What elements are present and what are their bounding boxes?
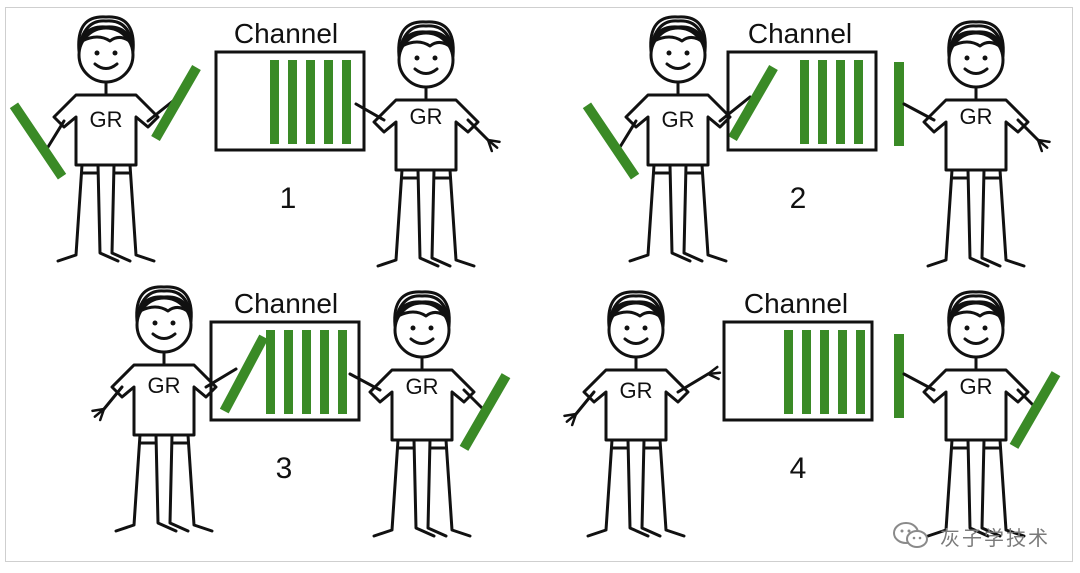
- gr-label: GR: [410, 104, 443, 129]
- gr-label: GR: [620, 378, 653, 403]
- channel-item: [820, 330, 829, 414]
- watermark: 灰子学技术: [892, 519, 1050, 553]
- channel-item: [836, 60, 845, 144]
- channel-item: [302, 330, 311, 414]
- gr-label: GR: [960, 374, 993, 399]
- channel-item: [1009, 371, 1061, 449]
- channel-title: Channel: [748, 18, 852, 49]
- channel-item: [324, 60, 333, 144]
- goroutine-sender-1: GR: [46, 15, 180, 263]
- channel-item: [288, 60, 297, 144]
- channel-item: [459, 373, 511, 451]
- channel-buffer: [726, 50, 878, 152]
- channel-item: [854, 60, 863, 144]
- channel-items: [784, 330, 865, 414]
- gr-label: GR: [148, 373, 181, 398]
- channel-item: [856, 330, 865, 414]
- gr-label: GR: [90, 107, 123, 132]
- channel-item: [802, 330, 811, 414]
- gr-label: GR: [406, 374, 439, 399]
- goroutine-receiver-3: GR: [348, 290, 484, 538]
- gr-label: GR: [662, 107, 695, 132]
- channel-items: [266, 330, 347, 414]
- channel-item: [266, 330, 275, 414]
- goroutine-sender-3: GR: [89, 285, 238, 533]
- channel-item: [306, 60, 315, 144]
- goroutine-receiver-4: GR: [902, 290, 1038, 538]
- channel-item: [894, 62, 904, 146]
- channel-items: [800, 60, 863, 144]
- panel-2: GR Channel 2 GR: [582, 15, 1053, 268]
- channel-buffer: [722, 320, 874, 422]
- goroutine-sender-4: GR: [561, 290, 722, 538]
- channel-item: [800, 60, 809, 144]
- goroutine-receiver-2: GR: [902, 20, 1053, 268]
- channel-item: [9, 102, 67, 180]
- panel-number: 1: [280, 182, 297, 215]
- channel-item: [270, 60, 279, 144]
- wechat-icon: [893, 522, 928, 548]
- channel-item: [338, 330, 347, 414]
- channel-item: [728, 64, 778, 142]
- channel-item: [342, 60, 351, 144]
- channel-item: [784, 330, 793, 414]
- panel-number: 2: [790, 182, 807, 215]
- goroutine-receiver-1: GR: [354, 20, 503, 268]
- channel-item: [284, 330, 293, 414]
- channel-item: [151, 64, 201, 142]
- channel-title: Channel: [234, 288, 338, 319]
- channel-title: Channel: [744, 288, 848, 319]
- channel-buffer: [209, 320, 361, 422]
- goroutine-sender-2: GR: [618, 15, 752, 263]
- panel-3: GR Channel 3 GR: [89, 285, 511, 538]
- channel-item: [838, 330, 847, 414]
- channel-item: [582, 102, 640, 180]
- channel-item: [894, 334, 904, 418]
- panel-4: GR Channel 4 GR: [561, 288, 1061, 538]
- channel-items: [270, 60, 351, 144]
- channel-title: Channel: [234, 18, 338, 49]
- channel-item: [219, 334, 269, 414]
- watermark-text: 灰子学技术: [940, 525, 1050, 550]
- panel-number: 4: [790, 452, 807, 485]
- panel-number: 3: [276, 452, 293, 485]
- channel-item: [818, 60, 827, 144]
- gr-label: GR: [960, 104, 993, 129]
- channel-item: [320, 330, 329, 414]
- panel-1: GR Channel 1 GR: [9, 15, 503, 268]
